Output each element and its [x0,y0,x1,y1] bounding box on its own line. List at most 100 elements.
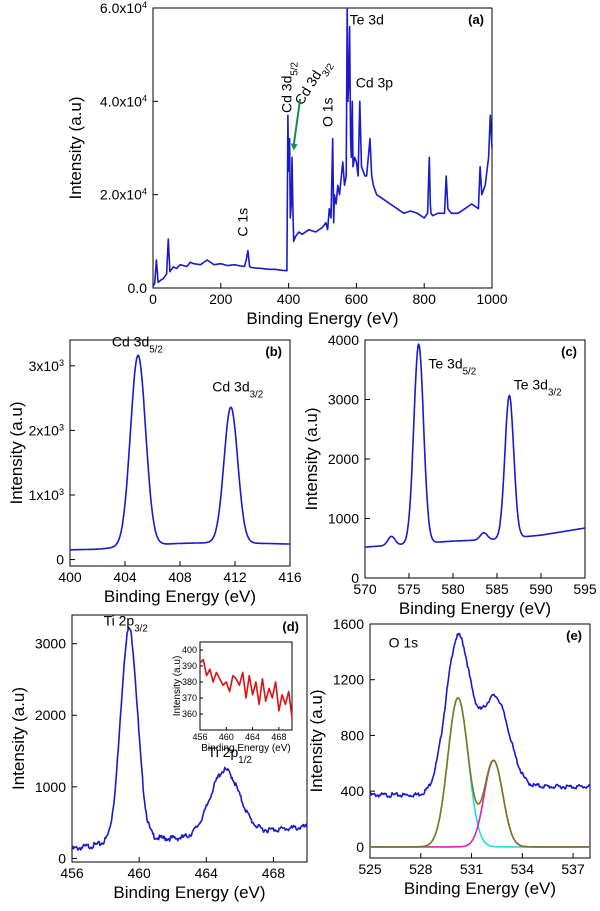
series-raw [369,632,591,799]
spectrum-line [69,354,291,551]
y-tick-label: 2.0x104 [100,187,147,203]
y-tick-label: 0.0 [128,280,148,296]
x-tick-label: 460 [127,865,151,881]
x-tick-label: 800 [413,291,437,307]
y-axis-label: Intensity (a.u) [7,402,26,505]
panel-c: 570 575 580 585 590 595 0 1000 2000 3000 4000 Bindi… [302,332,597,618]
panel-label: (b) [265,344,282,359]
annotation-te3d52: Te 3d5/2 [428,356,476,378]
y-tick-label: 2000 [35,707,66,723]
y-tick-label: 1x103 [29,487,64,503]
y-tick-label: 1000 [328,511,359,527]
y-tick-label: 1200 [333,672,364,688]
x-tick-label: 534 [511,861,535,877]
x-tick-label: 400 [277,291,301,307]
x-tick-label: 456 [60,865,84,881]
x-axis-label: Binding Energy (eV) [246,309,398,328]
arrow-head [290,143,298,151]
y-axis-label: Intensity (a.u) [66,97,85,200]
x-tick-label: 0 [149,291,157,307]
panel-label: (d) [282,619,299,634]
inset-y-tick-label: 400 [182,645,197,655]
y-tick-label: 2x103 [29,422,64,438]
survey-line [152,7,493,287]
y-tick-label: 0 [56,552,64,568]
inset-x-tick-label: 460 [219,732,234,742]
series-component-1 [369,697,591,848]
inset-x-axis-label: Binding Energy (eV) [201,743,291,754]
panel-label: (c) [561,344,577,359]
x-tick-label: 580 [441,581,465,597]
inset-chart: 456 460 464 468 360 370 380 390 400 Binding Energ… [172,641,293,754]
annotation-arrow [292,98,302,146]
annotation-te3d32: Te 3d3/2 [514,376,562,398]
y-tick-label: 3000 [328,392,359,408]
x-tick-label: 528 [409,861,433,877]
inset-frame [199,641,293,731]
x-tick-label: 412 [223,569,247,585]
series-envelope [369,697,591,848]
x-axis-label: Binding Energy (eV) [113,883,265,902]
x-axis-label: Binding Energy (eV) [399,599,551,618]
x-tick-label: 590 [529,581,553,597]
annotation-cd3d52: Cd 3d5/2 [112,333,163,355]
spectrum-line [71,626,308,851]
inset-y-tick-label: 360 [182,709,197,719]
panel-b: 400 404 408 412 416 0 1x103 2x103 3x103 Binding E… [7,333,302,606]
y-tick-label: 4000 [328,332,359,348]
x-tick-label: 575 [397,581,421,597]
y-tick-label: 0 [351,570,359,586]
x-tick-label: 1000 [476,291,507,307]
inset-y-tick-label: 380 [182,677,197,687]
y-tick-label: 400 [341,783,365,799]
y-tick-label: 3000 [35,636,66,652]
plot-frame [71,614,308,863]
x-tick-label: 408 [168,569,192,585]
annotation-cd3d32: Cd 3d3/2 [212,379,263,401]
x-axis-label: Binding Energy (eV) [104,587,256,606]
inset-line [199,658,293,718]
annotation-cd3p: Cd 3p [356,74,394,90]
x-tick-label: 468 [262,865,286,881]
inset-y-axis-label: Intensity (a.u) [172,656,183,717]
annotation-te3d: Te 3d [350,11,384,27]
y-tick-label: 1000 [35,779,66,795]
x-tick-label: 525 [358,861,382,877]
y-tick-label: 1600 [333,616,364,632]
inset-y-tick-label: 390 [182,661,197,671]
x-tick-label: 595 [573,581,597,597]
y-tick-label: 0 [58,850,66,866]
plot-frame [369,623,591,859]
y-tick-label: 0 [356,839,364,855]
annotation-cd3d52: Cd 3d5/2 [279,62,301,113]
panel-d: 456 460 464 468 0 1000 2000 3000 Binding Energy … [9,613,308,902]
inset-x-tick-label: 468 [271,732,286,742]
x-tick-label: 416 [278,569,302,585]
inset-x-tick-label: 464 [245,732,260,742]
annotation-o1s: O 1s [320,97,336,127]
x-tick-label: 531 [460,861,484,877]
y-axis-label: Intensity (a.u) [302,408,321,511]
inset-y-tick-label: 370 [182,693,197,703]
y-tick-label: 6.0x104 [100,0,147,16]
plot-frame [69,339,291,567]
x-axis-label: Binding Energy (eV) [404,879,556,898]
panel-e: 525 528 531 534 537 0 400 800 1200 1600 Binding En… [307,616,591,898]
y-tick-label: 800 [341,727,365,743]
x-tick-label: 537 [561,861,585,877]
y-tick-label: 4.0x104 [100,93,147,109]
x-tick-label: 570 [353,581,377,597]
x-tick-label: 404 [113,569,137,585]
inset-x-tick-label: 456 [192,732,207,742]
y-tick-label: 2000 [328,451,359,467]
annotation-ti2p32: Ti 2p3/2 [104,613,148,635]
x-tick-label: 464 [195,865,219,881]
x-tick-label: 200 [209,291,233,307]
y-tick-label: 3x103 [29,358,64,374]
annotation-ti2p12: Ti 2p1/2 [208,744,252,766]
x-tick-label: 585 [485,581,509,597]
panel-label: (a) [468,12,484,27]
panel-label: (e) [566,628,582,643]
x-tick-label: 600 [345,291,369,307]
